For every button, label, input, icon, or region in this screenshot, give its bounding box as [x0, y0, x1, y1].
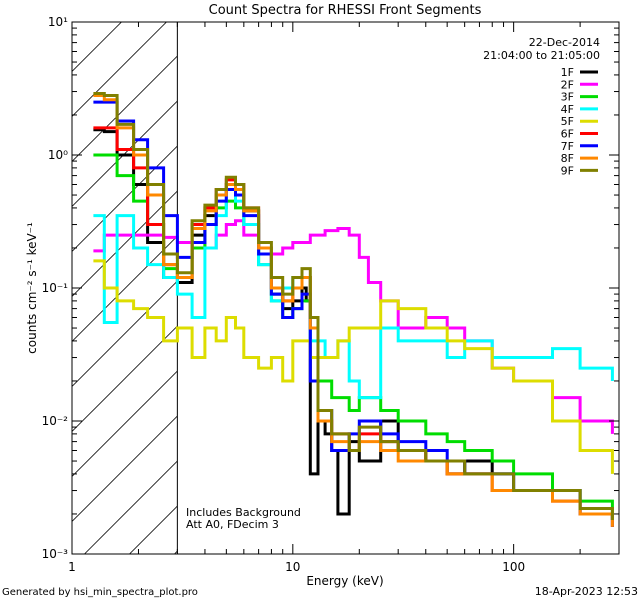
hatch-line — [72, 235, 178, 343]
hatch-line — [84, 460, 178, 554]
legend-label-9F: 9F — [561, 164, 574, 177]
timestamp-label: 18-Apr-2023 12:53 — [535, 585, 638, 598]
annotation-attenuator: Att A0, FDecim 3 — [186, 518, 279, 531]
legend-label-8F: 8F — [561, 152, 574, 165]
series-line-8F — [93, 94, 614, 527]
hatch-line — [72, 370, 178, 478]
x-tick-label: 100 — [502, 560, 525, 574]
y-tick-label: 10⁻¹ — [42, 281, 69, 295]
x-tick-label: 10 — [285, 560, 300, 574]
hatch-line — [72, 22, 167, 118]
legend-label-3F: 3F — [561, 91, 574, 104]
legend-label-4F: 4F — [561, 103, 574, 116]
hatch-line — [72, 55, 178, 163]
series-line-3F — [93, 153, 614, 514]
legend-label-6F: 6F — [561, 128, 574, 141]
generated-by-label: Generated by hsi_min_spectra_plot.pro — [2, 587, 198, 598]
legend-label-5F: 5F — [561, 115, 574, 128]
legend-label-7F: 7F — [561, 140, 574, 153]
legend-label-1F: 1F — [561, 66, 574, 79]
hatch-line — [72, 280, 178, 388]
hatch-line — [72, 100, 178, 208]
y-axis-label: counts cm⁻² s⁻¹ keV⁻¹ — [25, 222, 39, 354]
y-axis: 10¹ 10⁰ 10⁻¹ 10⁻² 10⁻³ — [42, 15, 619, 561]
legend-label-2F: 2F — [561, 78, 574, 91]
series-line-4F — [93, 188, 614, 400]
series-line-1F — [93, 128, 614, 520]
time-range-label: 21:04:00 to 21:05:00 — [483, 49, 600, 62]
series-layer — [93, 92, 614, 527]
x-axis-label: Energy (keV) — [306, 574, 383, 588]
annotation-background: Includes Background — [186, 506, 301, 519]
series-line-9F — [93, 92, 614, 520]
y-tick-label: 10⁻³ — [42, 547, 69, 561]
x-axis: 1 10 100 — [68, 22, 620, 574]
hatch-line — [624, 22, 640, 554]
y-tick-label: 10⁻² — [42, 414, 69, 428]
hatch-line — [72, 415, 178, 523]
series-line-5F — [93, 259, 614, 474]
chart-title: Count Spectra for RHESSI Front Segments — [209, 3, 482, 18]
series-line-7F — [93, 100, 614, 527]
y-tick-label: 10⁰ — [48, 148, 68, 162]
x-tick-label: 1 — [68, 560, 76, 574]
date-label: 22-Dec-2014 — [529, 36, 600, 49]
y-tick-label: 10¹ — [48, 15, 68, 29]
